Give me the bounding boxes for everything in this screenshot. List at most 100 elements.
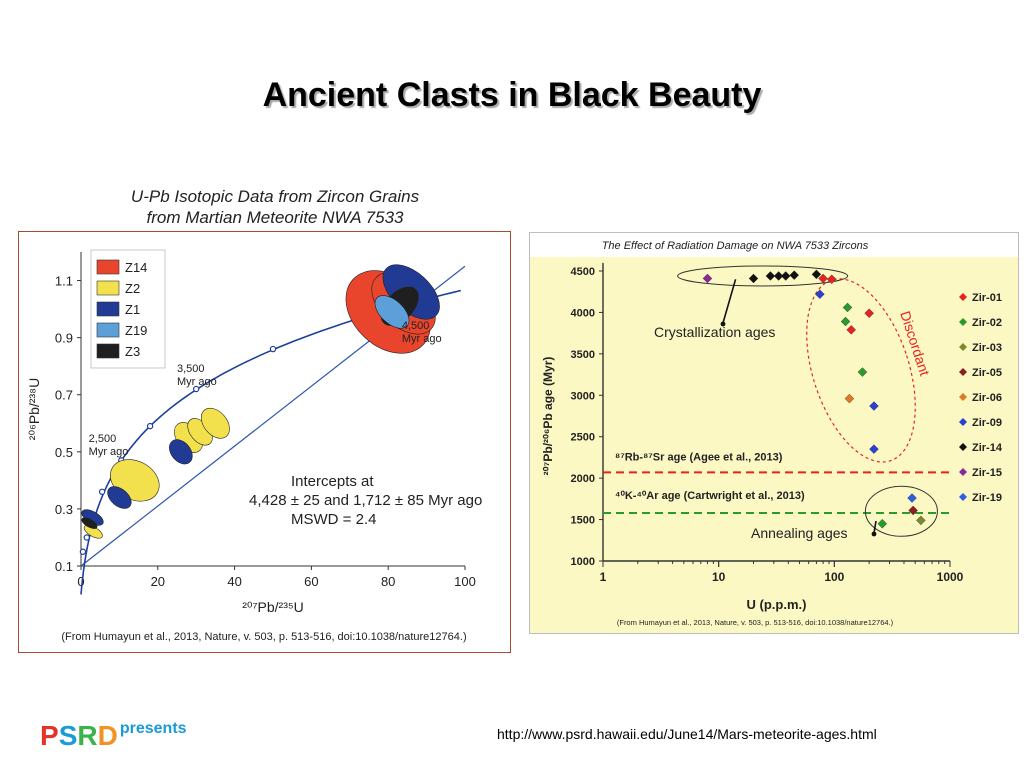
- y-tick-label: 1000: [571, 556, 595, 568]
- radiation-chart-panel: The Effect of Radiation Damage on NWA 75…: [529, 232, 1019, 634]
- age-label: 2,500: [89, 433, 117, 445]
- data-point-zir-14: [773, 271, 784, 281]
- x-tick-label: 1: [600, 570, 607, 584]
- intercepts-annotation: MSWD = 2.4: [291, 511, 376, 528]
- x-tick-label: 20: [151, 574, 165, 589]
- logo-letter: D: [97, 720, 118, 751]
- y-tick-label: 4000: [571, 307, 595, 319]
- crystallization-label: Crystallization ages: [654, 324, 775, 340]
- data-point-zir-02: [857, 367, 868, 377]
- y-tick-label: 1.1: [55, 274, 73, 289]
- age-label: Myr ago: [402, 333, 442, 345]
- slide-title: Ancient Clasts in Black Beauty: [262, 76, 762, 114]
- legend-swatch: [96, 301, 120, 317]
- legend-marker: [959, 318, 967, 326]
- x-tick-label: 40: [227, 574, 241, 589]
- discordant-ellipse: [806, 278, 916, 463]
- data-point-zir-14: [765, 271, 776, 281]
- concordia-chart-panel: 0 20 40 60 80 100 0.1 0.3 0.5 0.7 0.9 1.1 ²⁰⁷Pb/²³⁵U…: [18, 231, 511, 653]
- y-tick-label: 2000: [571, 473, 595, 485]
- logo-letter: P: [40, 720, 59, 751]
- data-point-zir-02: [877, 518, 888, 529]
- annealing-pointer-dot: [871, 531, 877, 537]
- left-chart-title-line: U-Pb Isotopic Data from Zircon Grains: [130, 187, 420, 206]
- data-point-zir-01: [818, 273, 828, 284]
- y-tick-label: 0.5: [55, 445, 73, 460]
- legend-marker: [959, 343, 967, 351]
- y-tick-label: 3500: [571, 349, 595, 361]
- data-point-zir-02: [840, 316, 851, 327]
- x-tick-label: 80: [381, 574, 395, 589]
- annealing-ellipse: [864, 485, 938, 537]
- data-point-zir-19: [907, 493, 917, 503]
- data-point-zir-01: [864, 308, 874, 319]
- data-point-zir-09: [869, 401, 879, 411]
- data-point-zir-14: [789, 270, 800, 280]
- legend-label: Zir-15: [972, 467, 1002, 479]
- y-tick-label: 0.7: [55, 388, 73, 403]
- legend-label: Z14: [125, 260, 147, 275]
- concordia-point: [192, 385, 200, 393]
- concordia-point: [269, 345, 277, 353]
- legend-label: Zir-19: [972, 492, 1002, 504]
- legend-marker: [959, 418, 967, 426]
- x-tick-label: 100: [824, 570, 844, 584]
- x-tick-label: 0: [77, 574, 84, 589]
- data-point-zir-15: [702, 273, 713, 284]
- zircon-grain-z1: [107, 486, 132, 509]
- data-point-zir-03: [916, 515, 926, 526]
- data-point-zir-14: [780, 271, 791, 281]
- x-tick-label: 60: [304, 574, 318, 589]
- legend-marker: [959, 393, 967, 401]
- y-tick-label: 4500: [571, 266, 595, 278]
- legend-label: Zir-01: [972, 292, 1002, 304]
- reference-line-label: ⁸⁷Rb-⁸⁷Sr age (Agee et al., 2013): [615, 451, 783, 463]
- legend-label: Z2: [125, 281, 140, 296]
- y-axis-label: ²⁰⁷Pb/²⁰⁶Pb age (Myr): [541, 357, 555, 476]
- psrd-logo: PSRD presents: [40, 720, 187, 754]
- logo-letter: R: [77, 720, 98, 751]
- data-point-zir-01: [846, 325, 857, 335]
- legend-marker: [959, 368, 967, 376]
- intercepts-annotation: Intercepts at: [291, 473, 374, 490]
- legend-marker: [959, 293, 967, 301]
- concordia-point: [79, 548, 87, 555]
- crystallization-pointer: [722, 279, 737, 324]
- legend-label: Z3: [125, 344, 140, 359]
- logo-letter: S: [58, 720, 78, 751]
- x-tick-label: 1000: [937, 570, 964, 584]
- data-point-zir-05: [908, 505, 918, 516]
- zircon-grain-z2: [200, 407, 230, 439]
- concordia-point: [98, 488, 106, 495]
- age-label: Myr ago: [89, 446, 129, 458]
- legend-label: Zir-05: [972, 367, 1002, 379]
- zircon-grain-z19: [374, 295, 410, 329]
- legend-label: Z19: [125, 323, 147, 338]
- data-point-zir-09: [815, 289, 825, 299]
- x-axis-label: ²⁰⁷Pb/²³⁵U: [242, 599, 304, 615]
- source-url[interactable]: http://www.psrd.hawaii.edu/June14/Mars-m…: [497, 726, 877, 742]
- data-point-zir-01: [826, 274, 837, 285]
- annealing-label: Annealing ages: [751, 525, 848, 541]
- chart-title: The Effect of Radiation Damage on NWA 75…: [602, 240, 869, 252]
- concordia-point: [146, 422, 154, 430]
- legend-label: Zir-06: [972, 392, 1002, 404]
- legend-label: Zir-02: [972, 317, 1002, 329]
- y-tick-label: 0.3: [55, 502, 73, 517]
- y-axis-label: ²⁰⁶Pb/²³⁸U: [26, 378, 42, 440]
- y-tick-label: 0.1: [55, 559, 73, 574]
- x-tick-label: 100: [454, 574, 476, 589]
- data-point-zir-14: [748, 273, 759, 284]
- legend-marker: [959, 493, 967, 501]
- legend-marker: [959, 443, 967, 451]
- zircon-grain-z1: [169, 439, 193, 465]
- intercepts-annotation: 4,428 ± 25 and 1,712 ± 85 Myr ago: [249, 492, 482, 509]
- concordia-point: [83, 534, 90, 541]
- y-tick-label: 3000: [571, 390, 595, 402]
- legend-label: Z1: [125, 302, 140, 317]
- legend-label: Zir-14: [972, 442, 1003, 454]
- legend-marker: [959, 468, 967, 476]
- annealing-pointer: [873, 520, 877, 534]
- legend-label: Zir-03: [972, 342, 1002, 354]
- legend-label: Zir-09: [972, 417, 1002, 429]
